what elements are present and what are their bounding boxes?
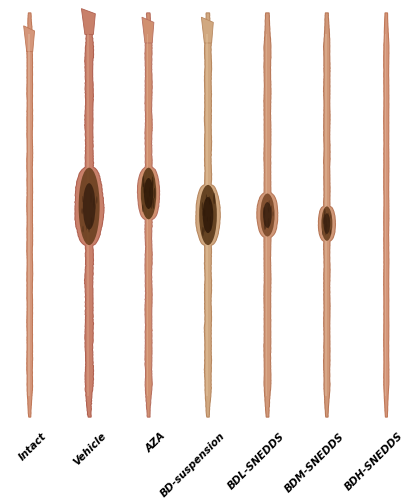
Polygon shape bbox=[384, 13, 389, 417]
Polygon shape bbox=[147, 34, 149, 396]
Ellipse shape bbox=[322, 231, 323, 235]
Ellipse shape bbox=[82, 209, 83, 214]
Ellipse shape bbox=[324, 214, 330, 234]
Ellipse shape bbox=[323, 217, 324, 224]
Ellipse shape bbox=[268, 218, 270, 228]
Ellipse shape bbox=[152, 198, 154, 208]
Ellipse shape bbox=[144, 178, 153, 209]
Ellipse shape bbox=[272, 212, 273, 216]
Ellipse shape bbox=[324, 214, 325, 224]
Polygon shape bbox=[318, 13, 335, 417]
Text: BDL-SNEDDS: BDL-SNEDDS bbox=[226, 431, 287, 492]
Ellipse shape bbox=[210, 221, 212, 231]
Polygon shape bbox=[196, 13, 220, 417]
Ellipse shape bbox=[202, 202, 203, 210]
Polygon shape bbox=[24, 26, 35, 52]
Ellipse shape bbox=[204, 227, 205, 232]
Polygon shape bbox=[82, 8, 95, 34]
Polygon shape bbox=[206, 34, 208, 396]
Polygon shape bbox=[75, 13, 104, 417]
Ellipse shape bbox=[82, 196, 83, 202]
Text: AZA: AZA bbox=[144, 431, 168, 454]
Ellipse shape bbox=[213, 192, 215, 204]
Ellipse shape bbox=[204, 210, 205, 216]
Ellipse shape bbox=[83, 183, 95, 230]
Ellipse shape bbox=[264, 223, 265, 230]
Ellipse shape bbox=[265, 220, 266, 230]
Polygon shape bbox=[137, 13, 160, 417]
Ellipse shape bbox=[149, 188, 151, 197]
Ellipse shape bbox=[82, 226, 84, 232]
Ellipse shape bbox=[86, 226, 87, 230]
Ellipse shape bbox=[90, 194, 92, 202]
Ellipse shape bbox=[264, 218, 265, 224]
Polygon shape bbox=[28, 34, 30, 396]
Ellipse shape bbox=[199, 185, 217, 245]
Ellipse shape bbox=[329, 229, 331, 234]
Ellipse shape bbox=[207, 216, 208, 222]
Polygon shape bbox=[325, 34, 327, 396]
Ellipse shape bbox=[269, 200, 270, 206]
Ellipse shape bbox=[263, 207, 265, 218]
Text: Vehicle: Vehicle bbox=[72, 431, 108, 468]
Ellipse shape bbox=[263, 207, 265, 214]
Ellipse shape bbox=[325, 224, 327, 235]
Ellipse shape bbox=[269, 208, 270, 212]
Ellipse shape bbox=[325, 218, 327, 226]
Ellipse shape bbox=[151, 200, 152, 209]
Text: BDH-SNEDDS: BDH-SNEDDS bbox=[344, 431, 405, 493]
Text: BD-suspension: BD-suspension bbox=[159, 431, 227, 499]
Ellipse shape bbox=[321, 206, 332, 241]
Ellipse shape bbox=[79, 168, 100, 245]
Text: Intact: Intact bbox=[17, 431, 49, 462]
Ellipse shape bbox=[209, 196, 210, 204]
Polygon shape bbox=[385, 34, 386, 396]
Ellipse shape bbox=[143, 182, 145, 194]
Ellipse shape bbox=[94, 204, 96, 210]
Polygon shape bbox=[201, 17, 213, 43]
Ellipse shape bbox=[263, 202, 272, 228]
Ellipse shape bbox=[324, 208, 326, 220]
Ellipse shape bbox=[152, 176, 154, 186]
Ellipse shape bbox=[268, 206, 269, 212]
Ellipse shape bbox=[152, 180, 154, 190]
Text: BDM-SNEDDS: BDM-SNEDDS bbox=[283, 431, 346, 494]
Ellipse shape bbox=[328, 212, 329, 216]
Ellipse shape bbox=[330, 230, 331, 235]
Polygon shape bbox=[142, 17, 154, 43]
Ellipse shape bbox=[260, 194, 275, 236]
Ellipse shape bbox=[88, 224, 90, 232]
Ellipse shape bbox=[206, 194, 207, 202]
Polygon shape bbox=[87, 34, 89, 396]
Polygon shape bbox=[257, 13, 278, 417]
Ellipse shape bbox=[141, 168, 156, 220]
Ellipse shape bbox=[271, 206, 272, 212]
Ellipse shape bbox=[202, 227, 204, 236]
Polygon shape bbox=[27, 13, 33, 417]
Ellipse shape bbox=[202, 208, 203, 216]
Ellipse shape bbox=[142, 176, 144, 187]
Polygon shape bbox=[265, 34, 267, 396]
Ellipse shape bbox=[154, 188, 156, 198]
Ellipse shape bbox=[96, 196, 97, 204]
Ellipse shape bbox=[93, 198, 94, 205]
Ellipse shape bbox=[91, 217, 92, 226]
Ellipse shape bbox=[148, 197, 149, 202]
Ellipse shape bbox=[142, 204, 144, 212]
Ellipse shape bbox=[210, 216, 211, 222]
Ellipse shape bbox=[264, 210, 265, 214]
Ellipse shape bbox=[93, 202, 94, 208]
Ellipse shape bbox=[203, 197, 213, 233]
